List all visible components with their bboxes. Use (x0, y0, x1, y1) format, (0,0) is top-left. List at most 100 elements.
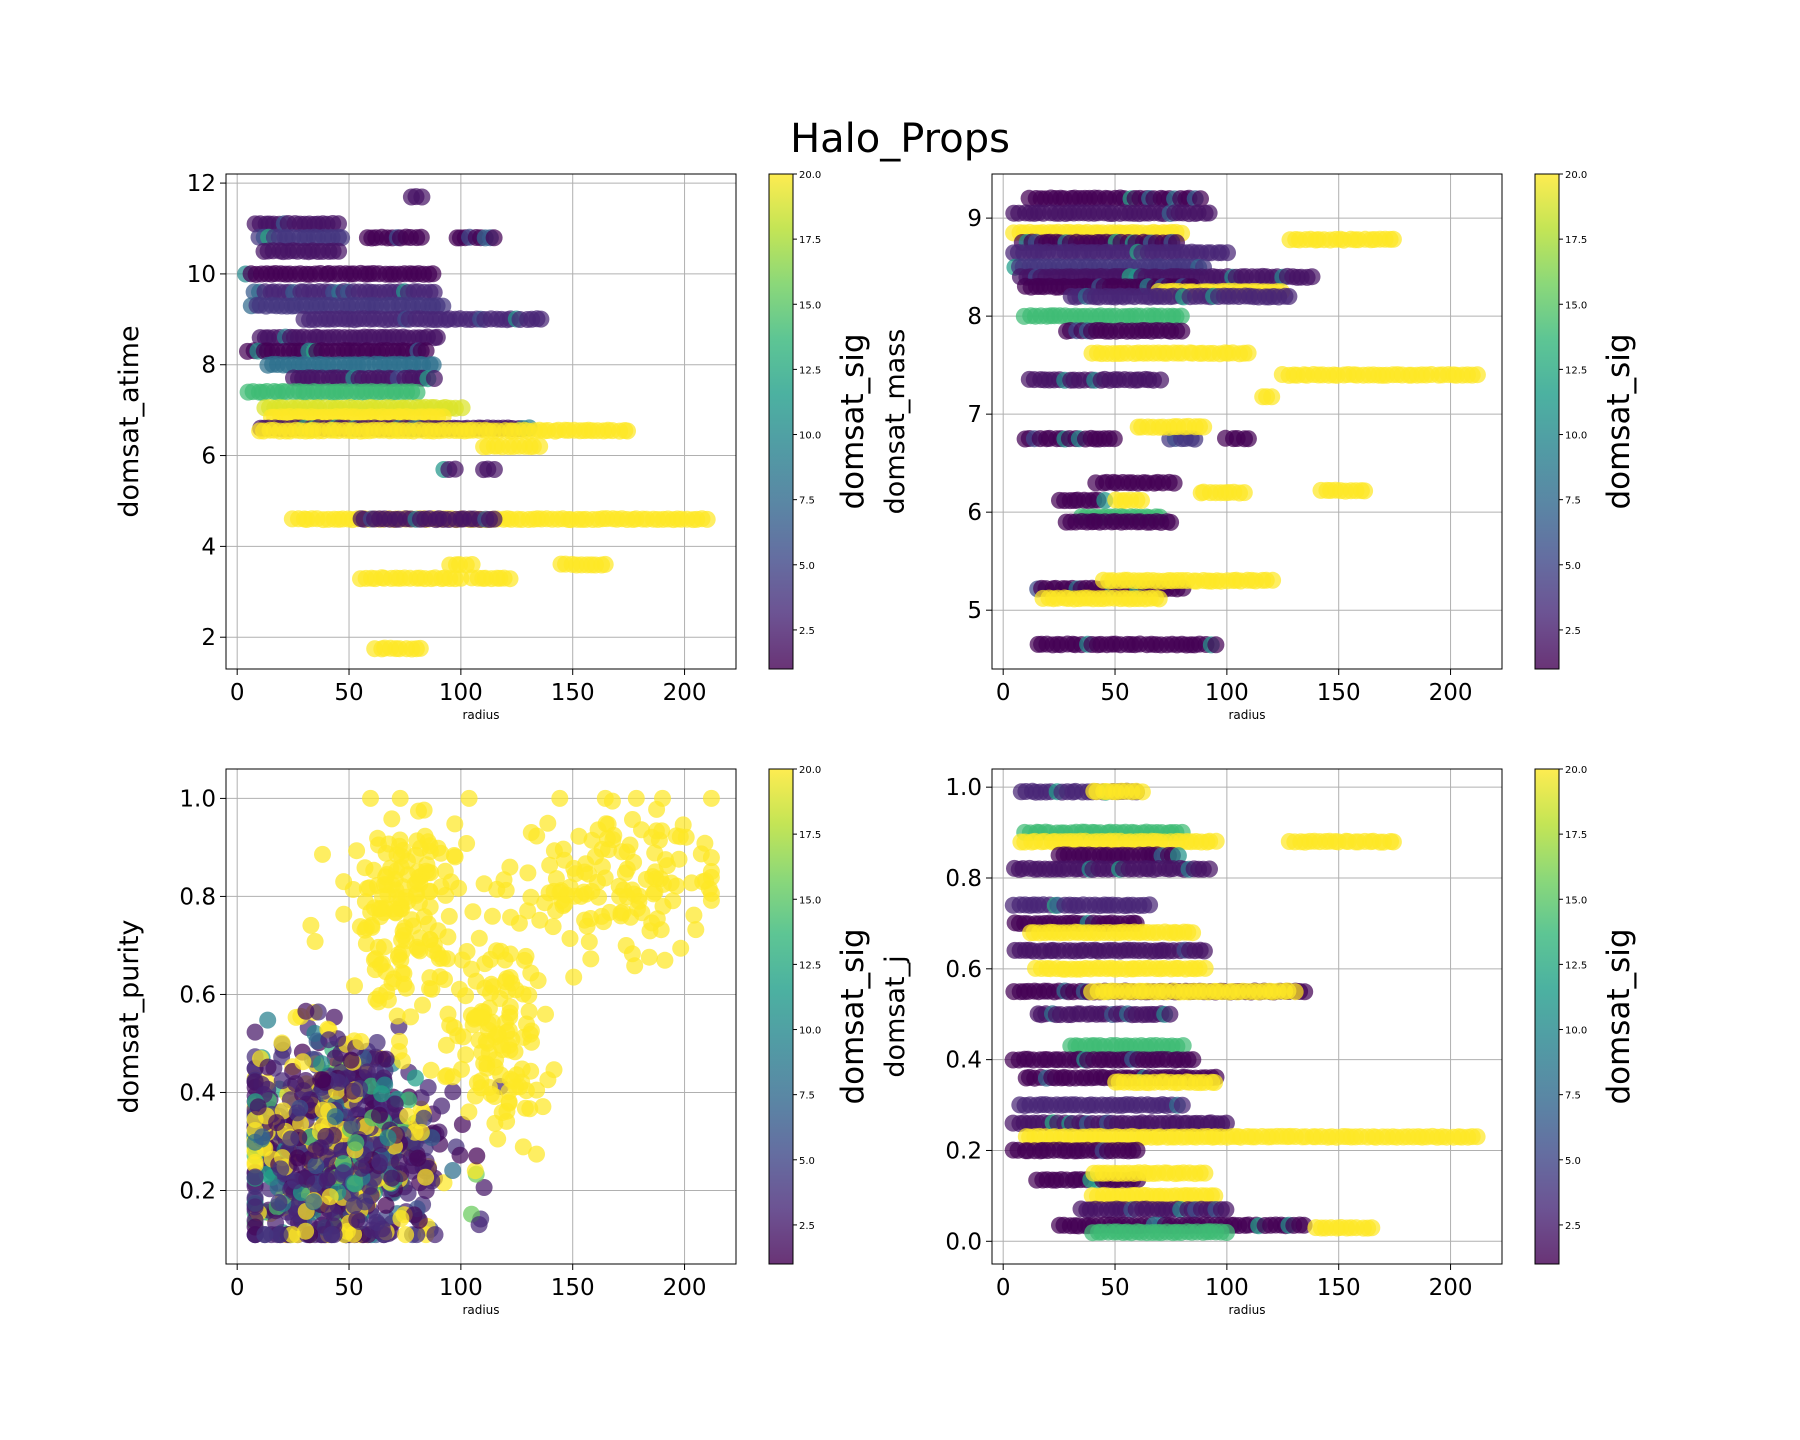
scatter-point (1173, 322, 1191, 340)
colorbar-tick-label: 20.0 (1565, 170, 1587, 181)
colorbar-scale (1534, 768, 1560, 1265)
scatter-point (646, 844, 664, 862)
scatter-point (289, 1149, 307, 1167)
scatter-point (1133, 492, 1150, 509)
scatter-point (408, 873, 426, 891)
scatter-point (605, 826, 623, 844)
y-tick-label: 2 (201, 625, 216, 651)
scatter-point (382, 859, 400, 877)
scatter-point (305, 1193, 322, 1211)
scatter-point (539, 814, 557, 832)
scatter-point (528, 827, 546, 845)
scatter-point (551, 789, 569, 807)
scatter-point (457, 1046, 475, 1064)
y-tick-label: 0.2 (179, 1178, 216, 1204)
scatter-point (417, 1168, 435, 1186)
scatter-point (297, 1002, 315, 1020)
scatter-point (333, 229, 351, 247)
scatter-point (1303, 268, 1321, 286)
y-tick-label: 8 (967, 304, 982, 330)
scatter-point (411, 639, 429, 657)
scatter-point (403, 911, 421, 929)
x-tick-label: 100 (1205, 680, 1249, 706)
scatter-point (246, 1023, 264, 1041)
scatter-points (237, 188, 716, 658)
colorbar-tick-label: 10.0 (799, 431, 821, 442)
subplot-domsat_j: 0 50 100 150 200 0.0 0.2 0.4 0.6 0.8 1.0 radius doms… (880, 765, 1637, 1317)
x-tick-label: 100 (439, 1275, 483, 1301)
scatter-point (1192, 190, 1209, 208)
scatter-point (637, 870, 655, 888)
scatter-point (437, 1036, 455, 1054)
x-axis-label: radius (462, 1303, 499, 1317)
scatter-point (1195, 942, 1213, 960)
scatter-point (367, 990, 385, 1008)
scatter-point (253, 1128, 271, 1146)
axes-frame (225, 768, 737, 1265)
scatter-point (1239, 344, 1257, 362)
scatter-point (576, 911, 594, 929)
x-tick-label: 100 (1205, 1275, 1249, 1301)
subplot-domsat_purity: 0 50 100 150 200 0.2 0.4 0.6 0.8 1.0 radius domsat_… (114, 765, 871, 1317)
scatter-point (249, 1098, 267, 1116)
scatter-point (352, 1033, 370, 1050)
scatter-point (346, 977, 363, 995)
scatter-point (1172, 307, 1190, 325)
scatter-point (446, 848, 464, 866)
scatter-point (383, 1169, 401, 1187)
scatter-point (1152, 371, 1170, 389)
scatter-point (531, 911, 549, 929)
scatter-point (320, 1031, 338, 1049)
scatter-point (485, 461, 503, 478)
scatter-point (522, 888, 540, 906)
scatter-point (640, 948, 658, 966)
scatter-point (451, 980, 468, 998)
scatter-point (1286, 983, 1304, 1001)
scatter-point (446, 460, 464, 478)
scatter-point (646, 883, 664, 901)
axis-ticks: 0 50 100 150 200 0.0 0.2 0.4 0.6 0.8 1.0 (945, 775, 1472, 1301)
scatter-point (501, 570, 519, 588)
colorbar-tick-label: 12.5 (799, 365, 821, 376)
colorbar-scale (1534, 173, 1560, 670)
colorbar-tick-label: 20.0 (1565, 765, 1587, 776)
scatter-point (482, 975, 500, 993)
scatter-point (534, 1098, 552, 1116)
scatter-point (1217, 1114, 1235, 1132)
scatter-point (1184, 1051, 1202, 1069)
colorbar-tick-label: 12.5 (1565, 960, 1587, 971)
x-tick-label: 200 (1429, 1275, 1473, 1301)
scatter-point (353, 1159, 370, 1177)
x-tick-label: 150 (551, 1275, 595, 1301)
scatter-point (641, 922, 659, 940)
scatter-point (593, 858, 611, 875)
y-tick-label: 0.2 (945, 1138, 982, 1164)
scatter-point (298, 1170, 316, 1188)
scatter-point (1201, 860, 1218, 878)
scatter-point (1217, 1201, 1235, 1219)
scatter-point (470, 929, 488, 947)
scatter-point (271, 1226, 289, 1244)
scatter-point (556, 895, 574, 913)
scatter-point (702, 789, 720, 807)
colorbar-tick-label: 5.0 (799, 561, 815, 572)
colorbar-tick-label: 2.5 (1565, 626, 1581, 637)
scatter-point (436, 971, 453, 988)
scatter-point (698, 510, 716, 528)
scatter-point (246, 1073, 264, 1091)
scatter-point (483, 907, 501, 925)
colorbar-tick-label: 20.0 (799, 765, 821, 776)
scatter-point (664, 892, 682, 910)
x-tick-label: 0 (230, 680, 245, 706)
scatter-point (421, 898, 439, 916)
scatter-point (1128, 1141, 1146, 1159)
scatter-point (391, 1032, 408, 1050)
scatter-point (440, 907, 458, 925)
scatter-point (409, 1149, 427, 1167)
y-tick-label: 0.0 (945, 1229, 982, 1255)
scatter-point (470, 1216, 488, 1234)
colorbar: 2.5 5.0 7.5 10.0 12.5 15.0 17.5 20.0 domsat_sig (768, 765, 871, 1265)
scatter-point (424, 265, 442, 283)
scatter-point (347, 1134, 365, 1152)
scatter-point (1196, 1164, 1214, 1182)
